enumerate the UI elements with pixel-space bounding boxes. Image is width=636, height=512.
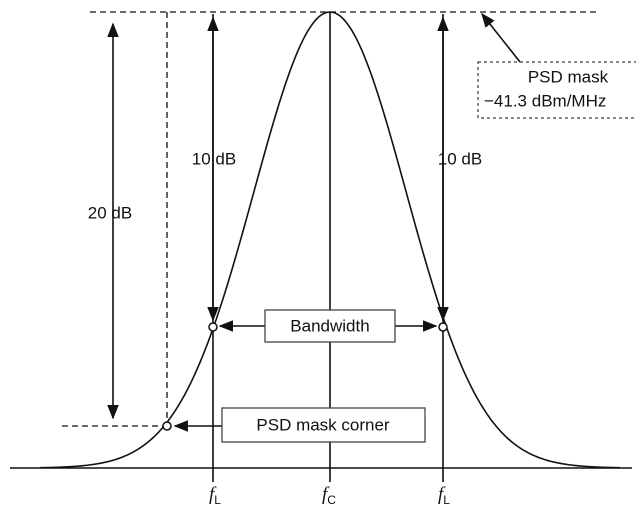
mask-arrow (481, 12, 521, 63)
corner-box (221, 407, 426, 443)
db-label: 10 dB (438, 149, 482, 168)
psd-curve (39, 11, 621, 469)
corner-label: PSD mask corner (256, 415, 390, 434)
point (208, 322, 218, 332)
bandwidth-label: Bandwidth (290, 316, 369, 335)
mask-title: PSD mask (528, 67, 609, 86)
mask-box (477, 61, 636, 119)
point (438, 322, 448, 332)
freq-label: fL (209, 484, 221, 507)
db-label: 10 dB (192, 149, 236, 168)
freq-label: fL (438, 484, 450, 507)
db-label: 20 dB (88, 203, 132, 222)
freq-label: fC (322, 484, 336, 507)
mask-level: −41.3 dBm/MHz (484, 91, 606, 110)
bandwidth-box (264, 309, 396, 343)
point (162, 421, 172, 431)
